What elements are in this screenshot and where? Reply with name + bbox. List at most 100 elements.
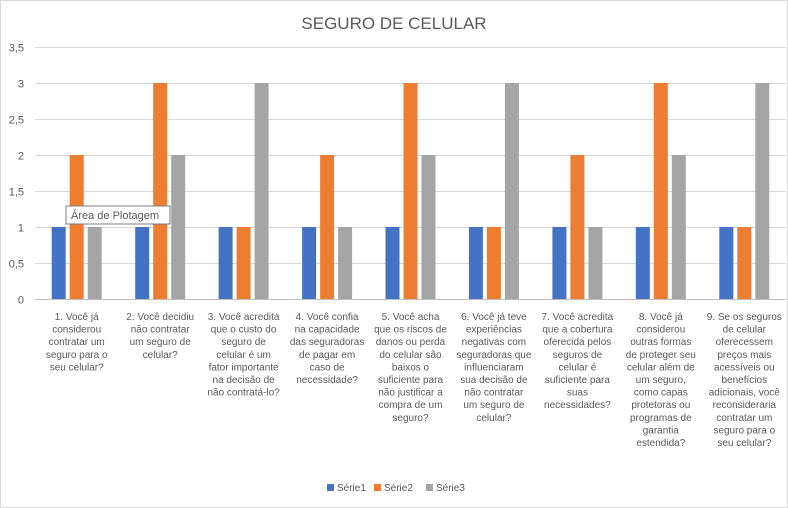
legend-swatch bbox=[426, 484, 433, 491]
x-category-label-line: 9. Se os seguros bbox=[707, 312, 782, 323]
x-category-label-line: de celular bbox=[723, 325, 767, 336]
bar-3-4[interactable] bbox=[338, 227, 353, 299]
bar-2-2[interactable] bbox=[153, 83, 168, 299]
x-category-label-line: celular? bbox=[476, 413, 511, 424]
x-category-label-line: 4. Você confia bbox=[296, 312, 359, 323]
x-category-label-line: benefícios bbox=[722, 375, 768, 386]
x-category-label-line: 7. Você acredita bbox=[542, 312, 614, 323]
x-category-label-line: celular além de bbox=[627, 362, 695, 373]
x-category-label: 5. Você acha que os riscos de danos ou per… bbox=[374, 312, 447, 424]
x-category-label-line: que o custo do bbox=[211, 325, 277, 336]
bar-3-7[interactable] bbox=[588, 227, 603, 299]
tooltip-text: Área de Plotagem bbox=[71, 209, 159, 222]
y-tick-label: 3 bbox=[18, 79, 24, 91]
bar-3-3[interactable] bbox=[254, 83, 269, 299]
x-category-label-line: considerou bbox=[52, 325, 101, 336]
bar-3-8[interactable] bbox=[671, 155, 686, 299]
x-category-label-line: 2. Você decidiu bbox=[126, 312, 194, 323]
x-category-label-line: seguro para o bbox=[713, 425, 775, 436]
x-category-label-line: acessíveis ou bbox=[714, 362, 775, 373]
x-category-label-line: necessidade? bbox=[296, 375, 358, 386]
x-category-label-line: 6. Você já teve bbox=[461, 312, 527, 323]
x-category-label-line: contratar um bbox=[716, 413, 772, 424]
legend-label: Série3 bbox=[436, 483, 465, 494]
x-category-label-line: não contratar bbox=[464, 388, 524, 399]
bar-2-8[interactable] bbox=[653, 83, 668, 299]
bar-1-8[interactable] bbox=[635, 227, 650, 299]
y-tick-label: 1,5 bbox=[9, 187, 24, 199]
x-category-label-line: protetoras ou bbox=[631, 400, 690, 411]
x-category-label: 1. Você já considerou contratar um seguro p… bbox=[46, 312, 108, 373]
bar-1-2[interactable] bbox=[135, 227, 150, 299]
x-category-label-line: seguro para o bbox=[46, 350, 108, 361]
x-category-label-line: reconsideraria bbox=[713, 400, 777, 411]
x-category-label-line: celular é um bbox=[216, 350, 270, 361]
x-category-label-line: oferecida pelos bbox=[543, 337, 611, 348]
x-category-label-line: seu celular? bbox=[50, 362, 104, 373]
tooltip-box bbox=[65, 205, 171, 225]
x-category-label-line: suficiente para bbox=[378, 375, 443, 386]
bar-1-5[interactable] bbox=[385, 227, 400, 299]
x-category-label-line: 5. Você acha bbox=[382, 312, 440, 323]
bars bbox=[51, 83, 770, 299]
x-category-label-line: suficiente para bbox=[545, 375, 610, 386]
x-category-label-line: programas de bbox=[630, 413, 692, 424]
bar-3-2[interactable] bbox=[171, 155, 186, 299]
x-category-label: 3. Você acredita que o custo do seguro de c… bbox=[207, 312, 280, 399]
bar-3-1[interactable] bbox=[87, 227, 102, 299]
legend-swatch bbox=[374, 484, 381, 491]
x-category-label-line: celular é bbox=[558, 362, 596, 373]
bar-1-3[interactable] bbox=[218, 227, 233, 299]
x-category-label-line: na capacidade bbox=[295, 325, 360, 336]
bar-1-7[interactable] bbox=[552, 227, 567, 299]
x-category-label-line: celular? bbox=[143, 350, 178, 361]
x-category-label: 7. Você acredita que a cobertura oferecida… bbox=[542, 312, 614, 411]
bar-3-9[interactable] bbox=[755, 83, 770, 299]
bar-2-5[interactable] bbox=[403, 83, 418, 299]
x-category-label: 4. Você confia na capacidade das segurador… bbox=[290, 312, 365, 386]
x-category-label-line: seu celular? bbox=[717, 438, 771, 449]
bar-2-4[interactable] bbox=[320, 155, 335, 299]
bar-1-9[interactable] bbox=[719, 227, 734, 299]
x-category-label: 6. Você já teve experiências negativas com… bbox=[456, 312, 531, 424]
x-category-label-line: 3. Você acredita bbox=[208, 312, 280, 323]
x-category-label-line: adicionais, você bbox=[709, 388, 781, 399]
y-tick-label: 1 bbox=[18, 223, 24, 235]
legend-label: Série2 bbox=[384, 483, 413, 494]
bar-1-1[interactable] bbox=[51, 227, 66, 299]
chart-title: SEGURO DE CELULAR bbox=[301, 14, 486, 33]
x-category-label-line: oferecessem bbox=[716, 337, 773, 348]
bar-2-3[interactable] bbox=[236, 227, 251, 299]
bar-1-4[interactable] bbox=[302, 227, 317, 299]
x-category-label-line: estendida? bbox=[636, 438, 685, 449]
x-category-label-line: não justificar a bbox=[378, 388, 443, 399]
x-category-label-line: não contratá-lo? bbox=[207, 388, 280, 399]
legend-swatch bbox=[327, 484, 334, 491]
bar-2-1[interactable] bbox=[69, 155, 84, 299]
x-category-label-line: influenciaram bbox=[464, 362, 523, 373]
x-category-label: 9. Se os seguros de celular oferecessem pre… bbox=[707, 312, 782, 449]
x-category-label-line: seguros de bbox=[553, 350, 603, 361]
y-tick-label: 2 bbox=[18, 151, 24, 163]
y-tick-label: 3,5 bbox=[9, 43, 24, 55]
x-category-label-line: seguro de bbox=[221, 337, 266, 348]
x-category-label-line: compra de um bbox=[379, 400, 443, 411]
bar-2-6[interactable] bbox=[486, 227, 501, 299]
bar-3-5[interactable] bbox=[421, 155, 436, 299]
bar-3-6[interactable] bbox=[504, 83, 519, 299]
bar-1-6[interactable] bbox=[468, 227, 483, 299]
x-category-label-line: sua decisão de bbox=[460, 375, 528, 386]
legend-label: Série1 bbox=[337, 483, 366, 494]
y-tick-label: 0,5 bbox=[9, 259, 24, 271]
x-category-label-line: do celular são bbox=[379, 350, 442, 361]
bar-2-7[interactable] bbox=[570, 155, 585, 299]
y-axis: 0 0,5 1 1,5 2 2,5 3 3,5 bbox=[9, 43, 24, 307]
x-category-label-line: de proteger seu bbox=[626, 350, 696, 361]
x-category-label-line: baixos o bbox=[392, 362, 430, 373]
x-category-label-line: 8. Você já bbox=[639, 312, 683, 323]
bar-2-9[interactable] bbox=[737, 227, 752, 299]
x-category-label-line: que a cobertura bbox=[542, 325, 612, 336]
x-category-label-line: danos ou perda bbox=[376, 337, 446, 348]
